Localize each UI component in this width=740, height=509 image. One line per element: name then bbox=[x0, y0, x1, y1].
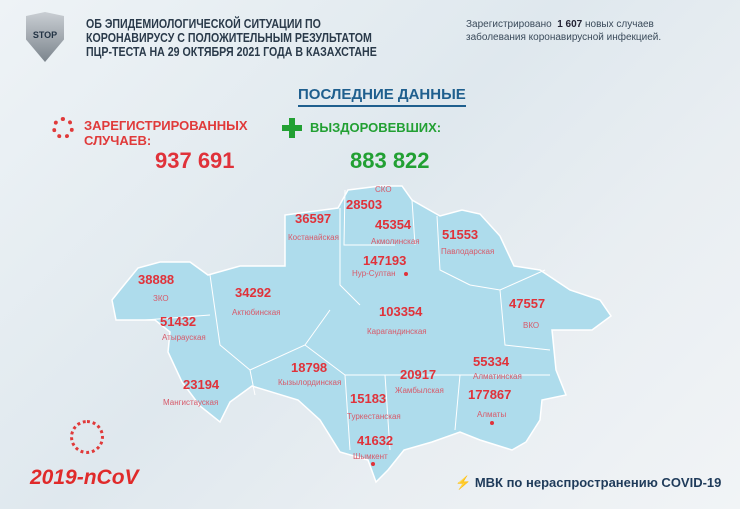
region-value: 36597 bbox=[295, 211, 332, 226]
region-name: Актюбинская bbox=[232, 308, 281, 317]
registered-label: ЗАРЕГИСТРИРОВАННЫХ СЛУЧАЕВ: bbox=[84, 118, 248, 148]
region-name: ЗКО bbox=[153, 294, 169, 303]
map-outline bbox=[111, 185, 613, 484]
nur-sultan-dot bbox=[404, 272, 408, 276]
page-title: ОБ ЭПИДЕМИОЛОГИЧЕСКОЙ СИТУАЦИИ ПО КОРОНА… bbox=[86, 17, 377, 59]
region-name: Павлодарская bbox=[441, 247, 495, 256]
region-value: 20917 bbox=[400, 367, 437, 382]
region-value: 55334 bbox=[473, 354, 510, 369]
region-name: СКО bbox=[375, 185, 392, 194]
virus-cluster-icon bbox=[70, 420, 104, 454]
region-value: 51553 bbox=[442, 227, 479, 242]
region-value: 147193 bbox=[363, 253, 407, 268]
ncov-label: 2019-nCoV bbox=[30, 466, 139, 489]
virus-icon bbox=[52, 117, 74, 139]
region-value: 34292 bbox=[235, 285, 272, 300]
region-value: 23194 bbox=[183, 377, 220, 392]
region-name: Мангистауская bbox=[163, 398, 219, 407]
region-value: 41632 bbox=[357, 433, 394, 448]
registered-value: 937 691 bbox=[155, 148, 235, 173]
region-value: 45354 bbox=[375, 217, 412, 232]
lightning-icon: ⚡ bbox=[455, 475, 472, 490]
region-name: Акмолинская bbox=[371, 237, 420, 246]
region-value: 103354 bbox=[379, 304, 423, 319]
region-value: 15183 bbox=[350, 391, 387, 406]
almaty-dot bbox=[490, 421, 494, 425]
shymkent-dot bbox=[371, 462, 375, 466]
region-name: Жамбылская bbox=[395, 386, 444, 395]
new-cases-note: Зарегистрировано 1 607 новых случаев заб… bbox=[466, 19, 662, 43]
region-name: Атырауская bbox=[162, 333, 206, 342]
region-name: Карагандинская bbox=[367, 327, 427, 336]
region-value: 18798 bbox=[291, 360, 328, 375]
recovered-label: ВЫЗДОРОВЕВШИХ: bbox=[310, 120, 442, 135]
plus-icon bbox=[282, 118, 302, 138]
region-name: Костанайская bbox=[288, 233, 339, 242]
region-value: 51432 bbox=[160, 314, 197, 329]
recovered-value: 883 822 bbox=[350, 148, 430, 173]
region-value: 177867 bbox=[468, 387, 512, 402]
region-name: Кызылординская bbox=[278, 378, 342, 387]
region-name: Алматинская bbox=[473, 372, 522, 381]
region-value: 28503 bbox=[346, 197, 383, 212]
region-value: 47557 bbox=[509, 296, 546, 311]
region-name: Нур-Султан bbox=[352, 269, 396, 278]
region-name: Алматы bbox=[477, 410, 507, 419]
region-value: 38888 bbox=[138, 272, 175, 287]
subtitle: ПОСЛЕДНИЕ ДАННЫЕ bbox=[298, 86, 466, 107]
region-name: Шымкент bbox=[353, 452, 388, 461]
region-name: ВКО bbox=[523, 321, 540, 330]
footer-org: ⚡ МВК по нераспространению COVID-19 bbox=[455, 475, 722, 490]
region-name: Туркестанская bbox=[347, 412, 401, 421]
